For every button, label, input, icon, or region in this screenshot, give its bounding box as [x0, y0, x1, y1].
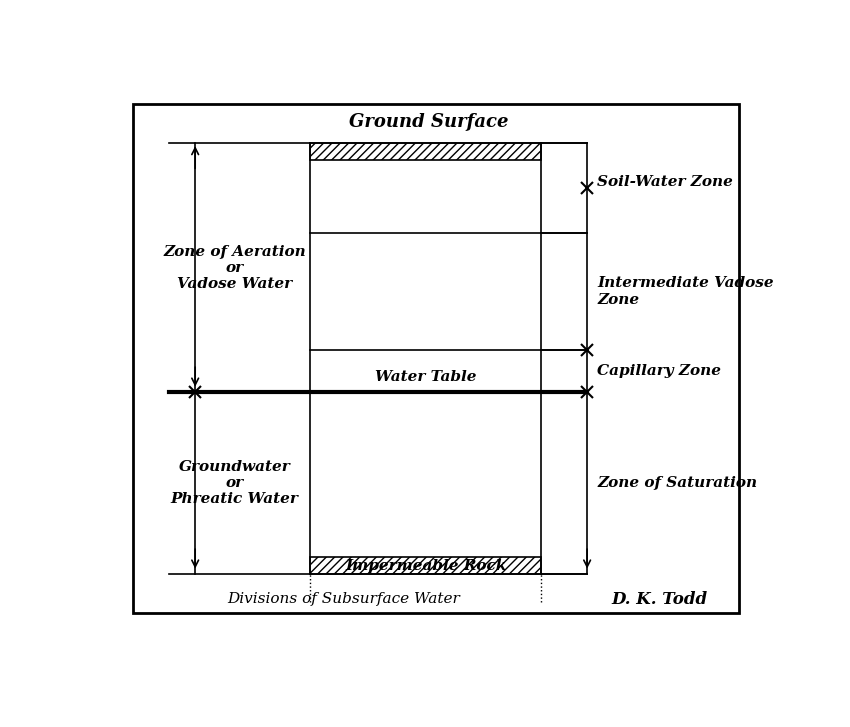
Text: Zone of Aeration
or
Vadose Water: Zone of Aeration or Vadose Water — [163, 244, 306, 291]
Text: Groundwater
or
Phreatic Water: Groundwater or Phreatic Water — [171, 460, 298, 507]
Text: Capillary Zone: Capillary Zone — [597, 364, 721, 378]
Bar — [310, 143, 541, 160]
Text: Ground Surface: Ground Surface — [349, 113, 509, 131]
Text: Soil-Water Zone: Soil-Water Zone — [597, 175, 733, 190]
Text: Water Table: Water Table — [375, 370, 477, 384]
Bar — [310, 558, 541, 574]
Text: Intermediate Vadose
Zone: Intermediate Vadose Zone — [597, 276, 774, 307]
Text: Impermeable Rock: Impermeable Rock — [345, 559, 507, 573]
Text: Divisions of Subsurface Water: Divisions of Subsurface Water — [227, 593, 460, 606]
Text: Zone of Saturation: Zone of Saturation — [597, 476, 757, 490]
Text: D. K. Todd: D. K. Todd — [611, 591, 708, 608]
